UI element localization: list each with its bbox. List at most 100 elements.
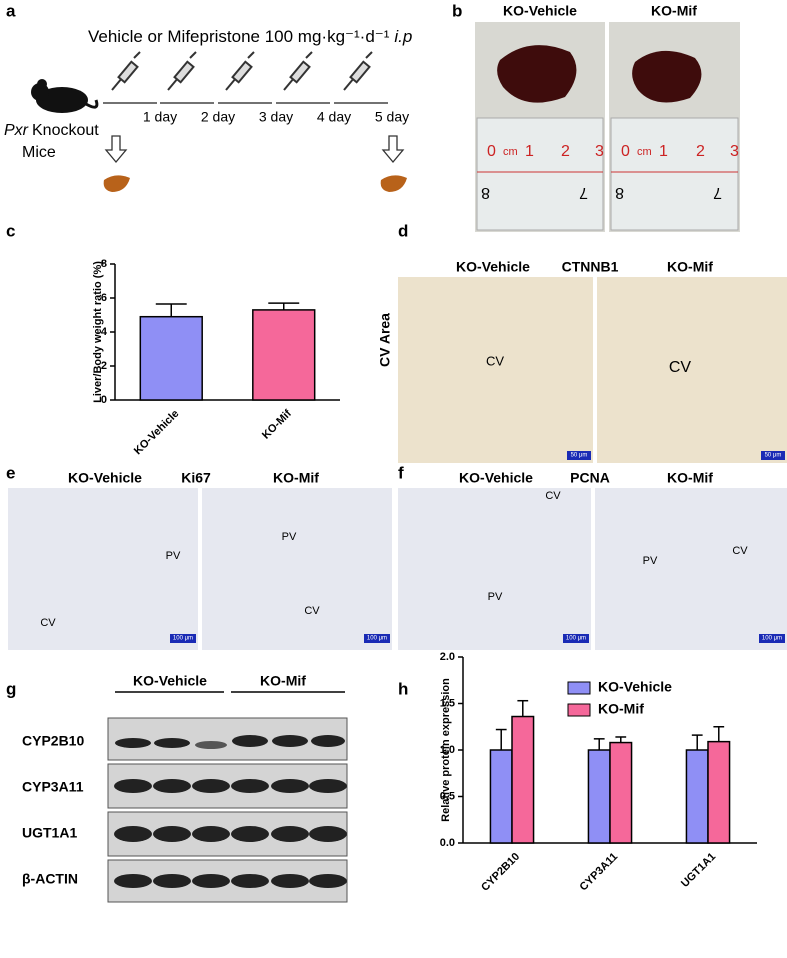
y-tick-label: 0 [101,394,107,406]
treatment: Vehicle or Mifepristone 100 mg·kg⁻¹·d⁻¹ [88,27,390,46]
scale-label: 50 μm [765,453,782,459]
protein-label: CYP2B10 [22,733,84,749]
group-label: KO-Mif [260,673,306,689]
scale-bar [364,634,390,643]
protein-label: UGT1A1 [22,825,77,841]
scale-label: 100 μm [566,636,586,642]
ruler-label: 3 [730,143,739,160]
ruler-label: 3 [595,143,604,160]
day-label: 1 day [143,109,177,125]
day-label: 3 day [259,109,293,125]
group-label: KO-Vehicle [459,470,533,486]
y-tick-label: 8 [101,258,107,270]
ruler-label: 7 [713,184,722,201]
bar [707,740,731,844]
treatment-label: Vehicle or Mifepristone 100 mg·kg⁻¹·d⁻¹ i… [88,27,412,46]
group-label: KO-Mif [651,3,697,19]
legend-label: KO-Mif [598,701,644,717]
annotation: CV [486,353,504,368]
ruler-label: 0 [487,143,496,160]
syringes [111,51,373,91]
micrograph [398,277,593,463]
ruler-label: cm [637,146,652,158]
group-label: KO-Mif [273,470,319,486]
stain-label: CTNNB1 [562,259,619,275]
annotation: CV [669,359,692,376]
gene: Pxr [4,122,29,139]
bar [252,309,316,401]
scale-bar [567,451,591,460]
ruler-label: 0 [621,143,630,160]
bar [685,749,709,844]
x-tick-label: KO-Vehicle [132,408,182,458]
stain-label: PCNA [570,470,610,486]
panel-letter: d [398,221,408,240]
y-tick-label: 2.0 [440,651,455,663]
row-label: CV Area [377,313,393,367]
legend-swatch [567,681,591,695]
scale-bar [170,634,196,643]
panel-letter: g [6,679,16,698]
scale-label: 100 μm [173,636,193,642]
x-tick-label: CYP3A11 [578,851,621,894]
micrograph [202,488,392,650]
liver-icons [103,175,407,192]
annotation: CV [545,490,561,502]
legend-swatch [567,703,591,717]
micrograph [8,488,198,650]
protein-label: β-ACTIN [22,871,78,887]
bar [609,741,633,844]
panel-letter: b [452,1,462,20]
annotation: PV [643,555,658,567]
scale-bar [563,634,589,643]
y-tick-label: 0.0 [440,837,455,849]
ruler-label: 1 [659,143,668,160]
ruler-label: 7 [579,184,588,201]
scale-bar [759,634,785,643]
day-label: 5 day [375,109,409,125]
panel-letter: e [6,463,15,482]
group-label: KO-Vehicle [133,673,207,689]
annotation: CV [732,545,748,557]
mouse-label: Pxr Knockout [4,122,99,139]
knockout: Knockout [32,122,99,139]
group-label: KO-Vehicle [456,259,530,275]
x-tick-label: UGT1A1 [679,851,718,890]
scale-label: 50 μm [571,453,588,459]
arrows [104,135,405,164]
bar [511,715,535,844]
scale-label: 100 μm [762,636,782,642]
panel-letter: f [398,463,404,482]
ruler-label: 2 [696,143,705,160]
x-tick-label: KO-Mif [260,407,294,441]
mouse-icon [31,79,99,113]
route: i.p [394,27,412,46]
y-axis-label: Relative protein expression [440,678,452,822]
ruler-label: 8 [615,184,624,201]
panel-letter: c [6,221,15,240]
group-label: KO-Vehicle [68,470,142,486]
group-label: KO-Mif [667,470,713,486]
y-tick-label: 0.5 [440,790,455,802]
day-label: 4 day [317,109,351,125]
ruler-labels: 0 cm 1 2 3 0 cm 1 2 3 [487,143,739,160]
panel-letter: a [6,1,16,20]
ruler-label: 1 [525,143,534,160]
scale-bar [761,451,785,460]
western-blot [107,717,348,903]
bar [489,749,513,844]
protein-label: CYP3A11 [22,779,84,795]
legend-label: KO-Vehicle [598,679,672,695]
bar [587,749,611,844]
y-tick-label: 2 [101,360,107,372]
y-tick-label: 6 [101,292,107,304]
group-label: KO-Mif [667,259,713,275]
micrograph [398,488,591,650]
panel-letter: h [398,679,408,698]
bar [139,315,203,401]
micrograph [597,277,787,463]
y-tick-label: 1.0 [440,744,455,756]
annotation: CV [304,605,320,617]
micrograph [595,488,787,650]
